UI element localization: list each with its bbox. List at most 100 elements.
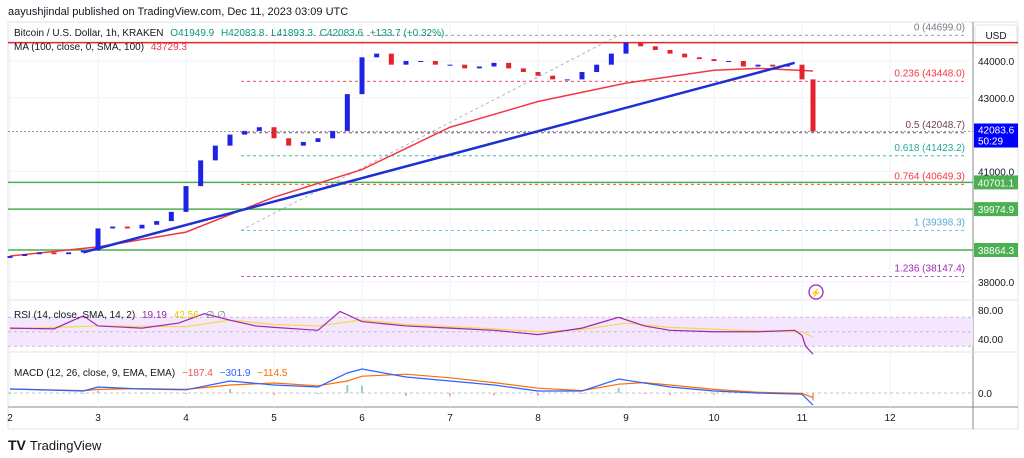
candle <box>7 256 13 258</box>
macd-histogram-bar <box>669 393 671 395</box>
candle <box>476 66 482 69</box>
tradingview-logo[interactable]: TV TradingView <box>8 437 101 453</box>
x-tick-label: 8 <box>535 413 541 424</box>
candle <box>652 46 658 50</box>
macd-histogram-bar <box>493 393 495 396</box>
macd-histogram-bar <box>812 393 814 401</box>
last-price-badge <box>974 123 1018 148</box>
candle <box>227 134 233 146</box>
support-price-badge <box>974 242 1018 257</box>
ohlc-close: C42083.6 <box>319 28 364 39</box>
candle <box>726 61 732 62</box>
candle <box>330 130 336 139</box>
x-tick-label: 4 <box>183 413 189 424</box>
x-tick-label: 6 <box>359 413 365 424</box>
symbol-name: Bitcoin / U.S. Dollar, 1h, KRAKEN <box>14 28 164 39</box>
macd-histogram-bar <box>82 393 85 394</box>
candle <box>418 61 424 62</box>
ohlc-open: O41949.9 <box>170 28 215 39</box>
rsi-extra: ∅ ∅ <box>205 310 226 321</box>
candle <box>491 62 497 67</box>
rsi-value: 19.19 <box>141 310 167 321</box>
macd-signal-value: −114.5 <box>257 368 288 379</box>
candle <box>256 127 262 131</box>
fib-level-label: 0.236 (43448.0) <box>894 68 965 79</box>
x-tick-label: 11 <box>797 413 808 424</box>
candle <box>66 252 72 255</box>
macd-histogram-bar <box>643 393 646 394</box>
fib-level-label: 0.764 (40649.3) <box>894 171 965 182</box>
candle <box>696 57 702 60</box>
fib-level-label: 0.5 (42048.7) <box>906 120 966 131</box>
candle <box>770 64 776 67</box>
x-tick-label: 9 <box>623 413 629 424</box>
bar-countdown: 50:29 <box>978 137 1003 148</box>
ohlc-change: +133.7 (+0.32%) <box>369 28 445 39</box>
x-tick-label: 10 <box>708 413 720 424</box>
macd-histogram-bar <box>97 390 99 393</box>
candle <box>359 57 365 95</box>
fib-level-label: 0.618 (41423.2) <box>894 143 965 154</box>
currency-box <box>974 24 1018 46</box>
rsi-tick-label: 40.00 <box>978 335 1003 346</box>
y-tick-label: 43000.0 <box>978 94 1015 105</box>
candle <box>110 226 116 229</box>
y-tick-label: 41000.0 <box>978 167 1015 178</box>
candle <box>22 254 28 257</box>
candle <box>344 94 350 131</box>
x-tick-label: 3 <box>95 413 101 424</box>
lightning-icon <box>808 284 824 300</box>
rsi-line <box>9 310 814 355</box>
support-price-label: 38864.3 <box>978 246 1015 257</box>
candle <box>388 53 394 65</box>
candle <box>784 64 790 67</box>
macd-line <box>9 368 814 406</box>
rsi-sma-line <box>9 319 814 338</box>
support-price-badge <box>974 202 1018 217</box>
candle <box>154 221 160 225</box>
ohlc-high: H42083.8 <box>221 28 265 39</box>
candle <box>95 228 101 251</box>
x-tick-label: 2 <box>7 413 13 424</box>
macd-legend: MACD (12, 26, close, 9, EMA, EMA) −187.4… <box>14 368 291 379</box>
candle <box>447 64 453 66</box>
macd-histogram-bar <box>361 385 363 393</box>
y-tick-label: 44000.0 <box>978 57 1015 68</box>
candle <box>682 53 688 58</box>
candle <box>755 64 761 67</box>
candle <box>535 72 541 76</box>
support-price-label: 40701.1 <box>978 178 1015 189</box>
currency-label: USD <box>985 31 1006 42</box>
x-tick-label: 5 <box>271 413 277 424</box>
candle <box>740 61 746 67</box>
candle <box>711 59 717 61</box>
macd-tick-label: 0.0 <box>978 389 992 400</box>
macd-label: MACD (12, 26, close, 9, EMA, EMA) <box>14 368 176 379</box>
rsi-sma-value: 42.56 <box>173 310 199 321</box>
candle <box>183 186 189 212</box>
candle <box>315 138 321 142</box>
candle <box>271 127 277 139</box>
macd-histogram-bar <box>346 385 349 393</box>
macd-histogram-bar <box>581 393 583 394</box>
candle <box>579 72 585 80</box>
chart-frame <box>7 21 1019 430</box>
ohlc-low: L41893.3 <box>271 28 313 39</box>
candle <box>286 138 292 146</box>
macd-histogram-bar <box>229 389 231 393</box>
ma-value: 43729.3 <box>150 42 187 53</box>
candle <box>462 64 468 69</box>
x-tick-label: 12 <box>884 413 896 424</box>
rsi-tick-label: 80.00 <box>978 306 1003 317</box>
candle <box>799 64 805 80</box>
candle <box>608 53 614 65</box>
candle <box>212 145 218 161</box>
macd-histogram-bar <box>449 393 451 397</box>
trend-line <box>83 61 795 254</box>
macd-histogram-bar <box>617 387 620 393</box>
fib-level-label: 0 (44699.0) <box>914 22 965 33</box>
candle <box>403 61 409 65</box>
x-tick-label: 7 <box>447 413 453 424</box>
candle <box>124 226 130 229</box>
